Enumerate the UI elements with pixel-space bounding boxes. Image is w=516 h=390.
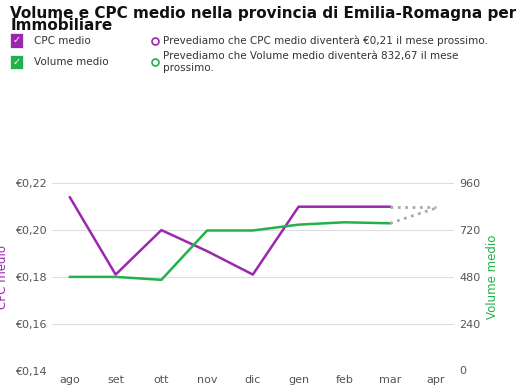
Text: Volume medio: Volume medio <box>34 57 108 67</box>
Text: Prevediamo che CPC medio diventerà €0,21 il mese prossimo.: Prevediamo che CPC medio diventerà €0,21… <box>163 35 488 46</box>
Text: Prevediamo che Volume medio diventerà 832,67 il mese
prossimo.: Prevediamo che Volume medio diventerà 83… <box>163 51 458 73</box>
Text: Volume e CPC medio nella provincia di Emilia-Romagna per il settore: Volume e CPC medio nella provincia di Em… <box>10 6 516 21</box>
Text: ✓: ✓ <box>13 35 21 45</box>
Text: CPC medio: CPC medio <box>34 35 90 46</box>
Text: Immobiliare: Immobiliare <box>10 18 112 32</box>
Text: ✓: ✓ <box>13 57 21 67</box>
FancyBboxPatch shape <box>10 55 23 69</box>
Y-axis label: Volume medio: Volume medio <box>486 235 499 319</box>
FancyBboxPatch shape <box>10 33 23 48</box>
Y-axis label: CPC medio: CPC medio <box>0 245 9 309</box>
